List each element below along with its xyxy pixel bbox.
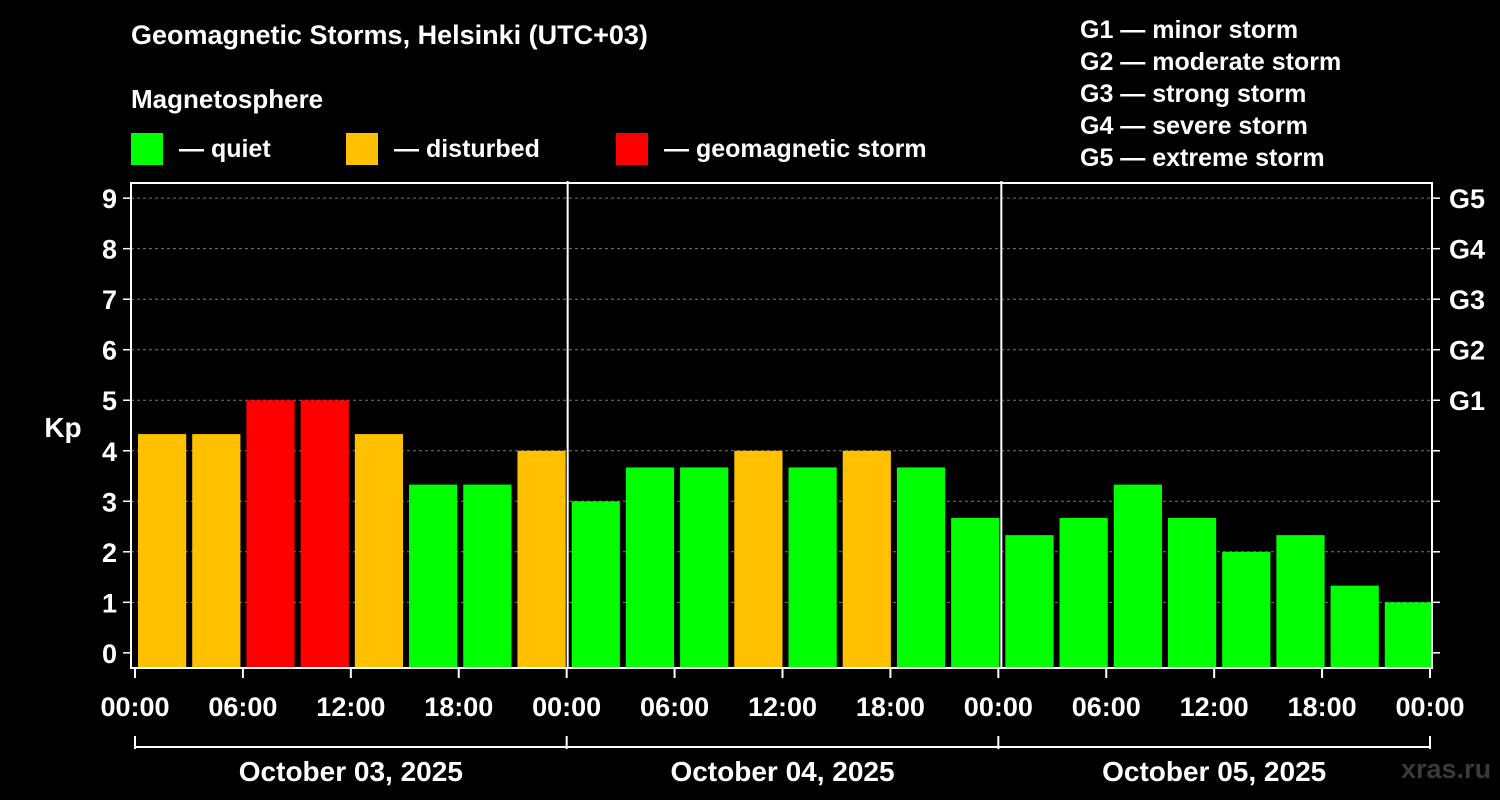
kp-bar <box>354 434 404 668</box>
y-tick-label: 8 <box>102 235 117 265</box>
y-tick-label: 0 <box>102 639 117 669</box>
g-scale-item-g4: G4 — severe storm <box>1080 112 1308 140</box>
legend-swatch-disturbed <box>346 133 378 165</box>
kp-bar <box>680 467 729 668</box>
legend-swatch-storm <box>616 133 648 165</box>
x-tick-label: 18:00 <box>424 692 493 722</box>
y-tick-label: 6 <box>102 336 117 366</box>
kp-bar <box>788 467 837 668</box>
g-scale-tick-label: G3 <box>1449 285 1485 315</box>
x-tick-label: 12:00 <box>1180 692 1249 722</box>
kp-bar <box>625 467 675 668</box>
date-label: October 04, 2025 <box>670 756 894 787</box>
kp-bar <box>1059 517 1108 668</box>
g-scale-item-g5: G5 — extreme storm <box>1080 144 1325 172</box>
x-tick-label: 00:00 <box>964 692 1033 722</box>
kp-bar <box>192 434 241 668</box>
g-scale-tick-label: G2 <box>1449 336 1485 366</box>
legend-item-storm: — geomagnetic storm <box>616 133 927 165</box>
g-scale-tick-label: G5 <box>1449 184 1485 214</box>
y-tick-label: 2 <box>102 538 117 568</box>
x-tick-label: 06:00 <box>1072 692 1141 722</box>
kp-bar <box>842 450 891 668</box>
kp-bar <box>138 434 187 668</box>
kp-bar <box>409 484 458 668</box>
g-scale-item-g3: G3 — strong storm <box>1080 80 1307 108</box>
kp-bar <box>300 400 349 668</box>
y-axis-label: Kp <box>44 412 81 443</box>
g-scale-item-g2: G2 — moderate storm <box>1080 48 1342 76</box>
legend-label-quiet: — quiet <box>179 134 271 163</box>
kp-bar <box>1384 602 1433 668</box>
x-tick-label: 06:00 <box>640 692 709 722</box>
legend-item-disturbed: — disturbed <box>346 133 540 165</box>
y-tick-label: 4 <box>102 437 117 467</box>
legend-swatch-quiet <box>131 133 163 165</box>
legend-label-storm: — geomagnetic storm <box>664 134 927 163</box>
kp-bar <box>571 501 620 668</box>
kp-bar <box>1330 585 1379 668</box>
kp-bar <box>1276 535 1325 668</box>
legend-label-disturbed: — disturbed <box>394 134 540 163</box>
y-tick-label: 3 <box>102 487 117 517</box>
y-tick-label: 1 <box>102 588 117 618</box>
chart-title: Geomagnetic Storms, Helsinki (UTC+03) <box>131 20 648 50</box>
x-tick-label: 06:00 <box>208 692 277 722</box>
kp-bar <box>1113 484 1162 668</box>
kp-bar <box>734 450 783 668</box>
x-tick-label: 12:00 <box>316 692 385 722</box>
legend-item-quiet: — quiet <box>131 133 271 165</box>
kp-bar <box>896 467 946 668</box>
y-tick-label: 7 <box>102 285 117 315</box>
x-tick-label: 18:00 <box>1288 692 1357 722</box>
x-tick-label: 00:00 <box>1395 692 1464 722</box>
g-scale-legend: G1 — minor storm G2 — moderate storm G3 … <box>1080 14 1341 174</box>
watermark: xras.ru <box>1401 754 1492 784</box>
magnetosphere-label: Magnetosphere <box>131 84 324 114</box>
date-label: October 03, 2025 <box>239 756 463 787</box>
kp-bar <box>1005 535 1054 668</box>
kp-bar <box>1222 551 1271 668</box>
y-tick-label: 5 <box>102 386 117 416</box>
g-scale-tick-label: G4 <box>1449 235 1485 265</box>
kp-bar <box>1167 517 1217 668</box>
date-label: October 05, 2025 <box>1102 756 1326 787</box>
kp-bar <box>517 450 566 668</box>
y-tick-label: 9 <box>102 184 117 214</box>
g-scale-tick-label: G1 <box>1449 386 1485 416</box>
x-tick-label: 18:00 <box>856 692 925 722</box>
kp-bar <box>463 484 512 668</box>
kp-bar <box>951 517 1000 668</box>
x-tick-label: 12:00 <box>748 692 817 722</box>
x-tick-label: 00:00 <box>100 692 169 722</box>
x-tick-label: 00:00 <box>532 692 601 722</box>
g-scale-item-g1: G1 — minor storm <box>1080 16 1299 44</box>
kp-bar <box>246 400 295 668</box>
